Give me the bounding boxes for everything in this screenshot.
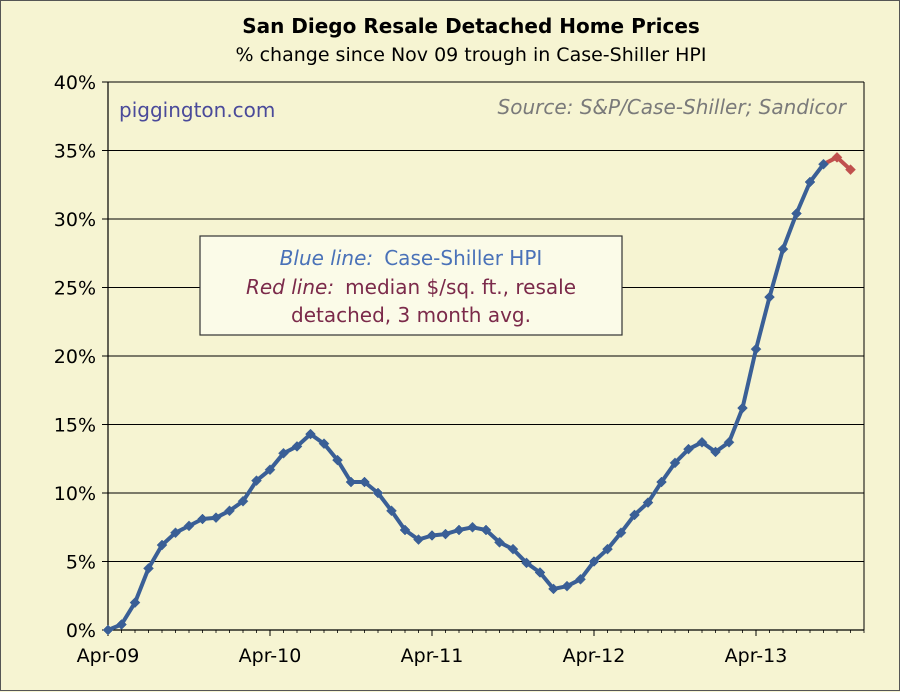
data-point: [102, 624, 114, 636]
data-point: [413, 534, 424, 545]
data-point: [224, 505, 235, 517]
data-point: [683, 443, 694, 455]
data-point: [548, 583, 559, 595]
legend-box-border: [199, 235, 623, 336]
data-point: [696, 436, 708, 448]
site-label: piggington.com: [119, 98, 275, 122]
data-point: [804, 176, 816, 188]
tick-labels: 0% 5% 10% 15% 20% 25% 30% 35% 40% Apr-09 Apr-10 Apr…: [54, 72, 788, 667]
y-tick-label: 10%: [54, 483, 96, 505]
data-point: [723, 436, 735, 448]
y-tick-label: 35%: [54, 141, 96, 163]
data-point: [669, 457, 681, 469]
data-point: [575, 573, 586, 585]
data-point: [156, 539, 168, 551]
legend-blue-label: Blue line:: [280, 246, 373, 270]
data-point: [386, 505, 397, 517]
data-point: [737, 402, 748, 414]
data-point: [480, 524, 492, 536]
chart-title: San Diego Resale Detached Home Prices: [242, 14, 700, 38]
data-point: [116, 619, 127, 630]
data-point: [791, 208, 802, 219]
data-point: [426, 530, 438, 541]
data-point: [318, 438, 330, 450]
data-point: [602, 543, 613, 555]
data-point: [818, 158, 829, 170]
data-point: [750, 343, 762, 355]
x-tick-label: Apr-13: [725, 645, 788, 667]
data-point: [143, 562, 154, 574]
y-tick-label: 25%: [54, 278, 96, 300]
data-point: [629, 509, 640, 521]
data-point: [710, 446, 721, 458]
x-tick-label: Apr-12: [563, 645, 626, 667]
source-label: Source: S&P/Case-Shiller; Sandicor: [498, 95, 848, 119]
series-group: [102, 151, 856, 636]
x-tick-label: Apr-11: [401, 645, 464, 667]
y-tick-label: 40%: [54, 72, 96, 94]
data-point: [359, 476, 370, 488]
y-tick-label: 15%: [54, 415, 96, 437]
y-tick-label: 20%: [54, 346, 96, 368]
legend-red-label: Red line:: [246, 275, 334, 299]
legend-red-text: median $/sq. ft., resale: [345, 275, 576, 299]
legend-blue-line: Blue line: Case-Shiller HPI: [280, 246, 543, 270]
legend-red-line: Red line: median $/sq. ft., resale: [246, 275, 576, 299]
data-point: [561, 580, 573, 592]
data-point: [170, 527, 181, 539]
data-point: [278, 447, 289, 459]
data-point: [251, 475, 262, 487]
data-point: [521, 557, 532, 569]
data-point: [305, 428, 316, 440]
data-point: [831, 151, 843, 163]
data-point: [494, 536, 505, 548]
data-point: [764, 291, 775, 303]
data-point: [237, 495, 249, 507]
data-point: [183, 520, 195, 532]
data-point: [129, 597, 141, 608]
data-point: [588, 556, 600, 567]
y-tick-label: 0%: [66, 620, 96, 642]
data-point: [291, 441, 303, 452]
data-point: [264, 464, 276, 476]
data-point: [777, 243, 789, 255]
data-point: [642, 497, 654, 508]
data-point: [372, 487, 384, 499]
data-point: [615, 527, 627, 539]
data-point: [656, 476, 667, 488]
data-point: [467, 521, 478, 533]
data-point: [534, 567, 546, 578]
x-tick-label: Apr-10: [239, 645, 302, 667]
data-point: [345, 476, 357, 488]
legend-red-text-2: detached, 3 month avg.: [291, 303, 531, 327]
data-point: [197, 513, 208, 525]
data-point: [453, 524, 465, 536]
legend-box: Blue line: Case-Shiller HPI Red line: me…: [199, 235, 623, 336]
data-point: [399, 524, 411, 536]
data-point: [845, 164, 856, 176]
legend-blue-text: Case-Shiller HPI: [384, 246, 542, 270]
chart-subtitle: % change since Nov 09 trough in Case-Shi…: [236, 44, 707, 66]
data-point: [210, 512, 222, 524]
y-tick-label: 5%: [66, 552, 96, 574]
y-tick-label: 30%: [54, 209, 96, 231]
data-point: [440, 528, 451, 540]
data-point: [507, 543, 519, 555]
x-tick-label: Apr-09: [77, 645, 140, 667]
data-point: [332, 454, 343, 466]
